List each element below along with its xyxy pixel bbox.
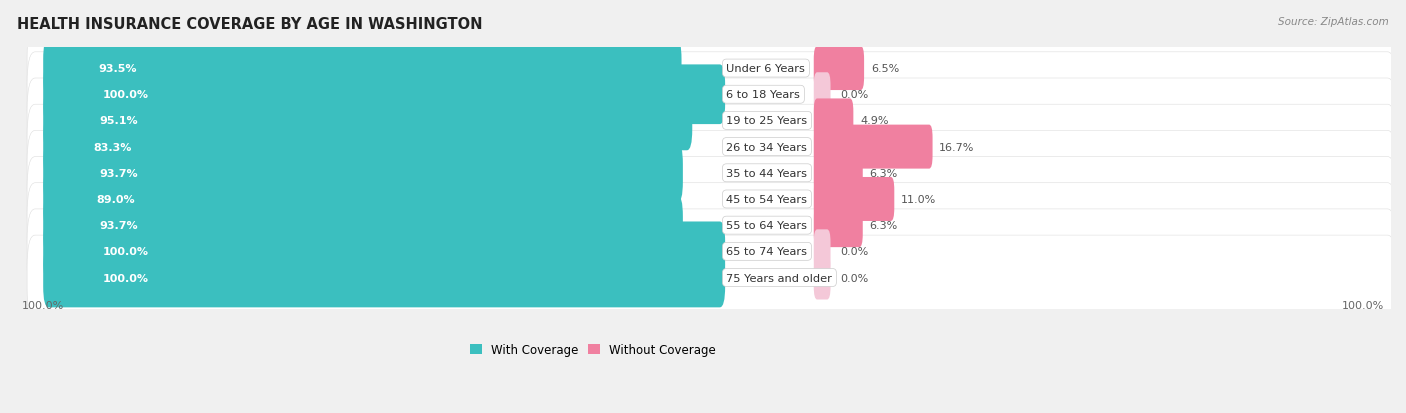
Text: 16.7%: 16.7% bbox=[939, 142, 974, 152]
FancyBboxPatch shape bbox=[44, 144, 683, 203]
Text: 95.1%: 95.1% bbox=[100, 116, 138, 126]
FancyBboxPatch shape bbox=[814, 152, 863, 195]
FancyBboxPatch shape bbox=[27, 53, 1396, 138]
FancyBboxPatch shape bbox=[27, 26, 1396, 111]
FancyBboxPatch shape bbox=[27, 131, 1396, 216]
FancyBboxPatch shape bbox=[44, 170, 651, 229]
Text: 6.5%: 6.5% bbox=[870, 64, 898, 74]
Text: 75 Years and older: 75 Years and older bbox=[727, 273, 832, 283]
FancyBboxPatch shape bbox=[814, 125, 932, 169]
FancyBboxPatch shape bbox=[814, 256, 831, 300]
FancyBboxPatch shape bbox=[27, 157, 1396, 242]
FancyBboxPatch shape bbox=[814, 47, 865, 91]
FancyBboxPatch shape bbox=[814, 178, 894, 221]
Text: 100.0%: 100.0% bbox=[21, 300, 63, 310]
FancyBboxPatch shape bbox=[44, 222, 725, 282]
Text: 100.0%: 100.0% bbox=[103, 273, 148, 283]
Text: 93.7%: 93.7% bbox=[98, 221, 138, 230]
FancyBboxPatch shape bbox=[44, 91, 692, 151]
FancyBboxPatch shape bbox=[814, 230, 831, 274]
Text: 6.3%: 6.3% bbox=[869, 221, 897, 230]
Text: 11.0%: 11.0% bbox=[901, 195, 936, 204]
FancyBboxPatch shape bbox=[27, 209, 1396, 294]
Text: 100.0%: 100.0% bbox=[103, 247, 148, 257]
Text: 26 to 34 Years: 26 to 34 Years bbox=[727, 142, 807, 152]
Text: 6 to 18 Years: 6 to 18 Years bbox=[727, 90, 800, 100]
Text: 4.9%: 4.9% bbox=[860, 116, 889, 126]
Text: HEALTH INSURANCE COVERAGE BY AGE IN WASHINGTON: HEALTH INSURANCE COVERAGE BY AGE IN WASH… bbox=[17, 17, 482, 31]
Text: 89.0%: 89.0% bbox=[97, 195, 135, 204]
Text: 100.0%: 100.0% bbox=[103, 90, 148, 100]
Text: 6.3%: 6.3% bbox=[869, 169, 897, 178]
FancyBboxPatch shape bbox=[27, 183, 1396, 268]
Text: 100.0%: 100.0% bbox=[1343, 300, 1385, 310]
Text: 65 to 74 Years: 65 to 74 Years bbox=[727, 247, 807, 257]
Text: 55 to 64 Years: 55 to 64 Years bbox=[727, 221, 807, 230]
FancyBboxPatch shape bbox=[27, 235, 1396, 320]
Text: 0.0%: 0.0% bbox=[841, 247, 869, 257]
Text: 93.7%: 93.7% bbox=[98, 169, 138, 178]
FancyBboxPatch shape bbox=[44, 248, 725, 308]
Text: 45 to 54 Years: 45 to 54 Years bbox=[727, 195, 807, 204]
Text: 0.0%: 0.0% bbox=[841, 90, 869, 100]
FancyBboxPatch shape bbox=[27, 79, 1396, 164]
Text: Source: ZipAtlas.com: Source: ZipAtlas.com bbox=[1278, 17, 1389, 26]
FancyBboxPatch shape bbox=[814, 73, 831, 117]
Text: 19 to 25 Years: 19 to 25 Years bbox=[727, 116, 807, 126]
FancyBboxPatch shape bbox=[44, 196, 683, 255]
Text: 93.5%: 93.5% bbox=[98, 64, 138, 74]
FancyBboxPatch shape bbox=[814, 204, 863, 247]
FancyBboxPatch shape bbox=[44, 65, 725, 125]
Legend: With Coverage, Without Coverage: With Coverage, Without Coverage bbox=[465, 338, 721, 361]
Text: 83.3%: 83.3% bbox=[93, 142, 132, 152]
FancyBboxPatch shape bbox=[27, 105, 1396, 190]
Text: 35 to 44 Years: 35 to 44 Years bbox=[727, 169, 807, 178]
FancyBboxPatch shape bbox=[44, 117, 613, 177]
Text: 0.0%: 0.0% bbox=[841, 273, 869, 283]
FancyBboxPatch shape bbox=[44, 39, 682, 99]
FancyBboxPatch shape bbox=[814, 99, 853, 143]
Text: Under 6 Years: Under 6 Years bbox=[727, 64, 806, 74]
